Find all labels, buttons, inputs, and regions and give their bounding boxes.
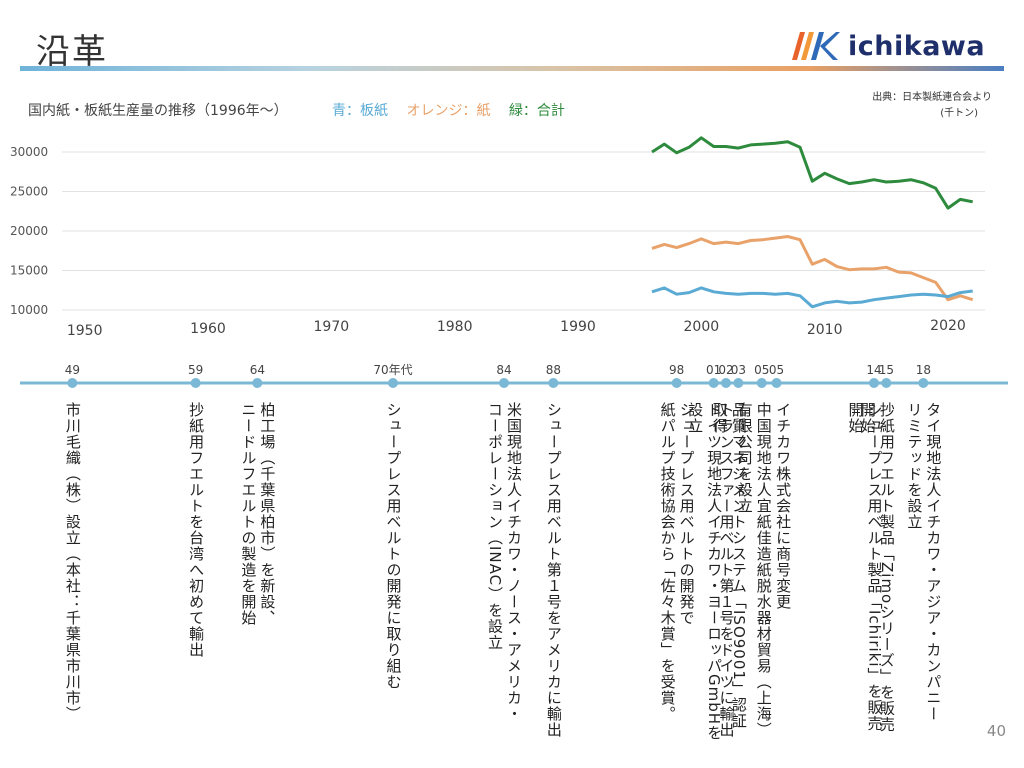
series-line [651, 286, 973, 309]
timeline-event-text: シュープレス用ベルトの開発で 紙パルプ技術協会から「佐々木賞」を受賞。 [658, 402, 696, 722]
y-tick-label: 25000 [10, 185, 48, 199]
timeline-year-label: 98 [669, 363, 684, 377]
timeline-year-label: 59 [188, 363, 203, 377]
timeline-dot [918, 378, 929, 388]
timeline-event-text: シュープレス用ベルト製品「Ichiriki」を販売開始 [846, 402, 884, 732]
timeline-year-label: 88 [546, 363, 561, 377]
timeline-event-text: タイ現地法人イチカワ・アジア・カンパニー リミテッドを設立 [905, 402, 943, 722]
chart-title: 国内紙・板紙生産量の推移（1996年～） [28, 103, 288, 119]
timeline-dot [708, 378, 719, 388]
timeline-year-label: 14 [866, 363, 881, 377]
timeline-event-text: シュープレス用ベルトの開発に取り組む [384, 402, 403, 690]
timeline-year-label: 05 [769, 363, 784, 377]
timeline-dot [733, 378, 744, 388]
timeline-year-label: 70年代 [373, 363, 412, 377]
timeline-year-label: 02 [718, 363, 733, 377]
slide-title: 沿革 [36, 32, 108, 72]
timeline-year-label: 18 [916, 363, 931, 377]
timeline-year-label: 15 [879, 363, 894, 377]
timeline-year-label: 01 [706, 363, 721, 377]
logo-text: ichikawa [848, 30, 986, 62]
y-tick-label: 15000 [10, 264, 48, 278]
timeline-year-label: 03 [731, 363, 746, 377]
timeline-dot [881, 378, 892, 388]
page-number: 40 [986, 722, 1006, 740]
timeline-event-text: 中国現地法人宜紙佳造紙脱水器材貿易（上海） 有限公司を設立 [735, 402, 773, 738]
y-tick-label: 20000 [10, 224, 48, 238]
y-tick-label: 30000 [10, 145, 48, 159]
timeline-event-text: 抄紙用フエルトを台湾へ初めて輸出 [187, 402, 206, 658]
timeline-year-label: 49 [65, 363, 80, 377]
ichikawa-logo-icon [792, 32, 840, 60]
timeline-dot [869, 378, 879, 388]
legend-total: 緑：合計 [508, 103, 565, 119]
series-line [651, 136, 973, 210]
timeline-dot [548, 378, 559, 388]
header-gradient-bar [20, 66, 1004, 71]
source-line: 出典：日本製紙連合会より [872, 92, 992, 103]
timeline-event-text: 柏工場（千葉県柏市）を新設、 ニードルフエルトの製造を開始 [239, 402, 277, 626]
timeline-dot [499, 378, 509, 388]
x-tick-label: 2020 [930, 318, 966, 334]
x-tick-label: 1990 [560, 319, 596, 335]
timeline-event-text: トランスファー用ベルト第１号をドイツに輸出 [717, 402, 736, 738]
timeline-year-label: 84 [496, 363, 511, 377]
timeline-event-text: イチカワ株式会社に商号変更 [774, 402, 793, 610]
legend-paper: オレンジ：紙 [406, 103, 491, 119]
x-tick-label: 2010 [807, 322, 843, 338]
x-tick-label: 1950 [67, 323, 103, 339]
chart-legend: 青：板紙 オレンジ：紙 緑：合計 [332, 100, 579, 120]
timeline-dot [67, 378, 78, 388]
timeline-event-text: 市川毛織（株）設立（本社：千葉県市川市） [63, 402, 82, 722]
series-line [651, 235, 974, 302]
timeline-event-text: シュープレス用ベルト第１号をアメリカに輸出 [544, 402, 563, 738]
x-tick-label: 2000 [684, 319, 720, 335]
x-tick-label: 1980 [437, 319, 473, 335]
y-tick-label: 10000 [10, 303, 48, 317]
timeline-dot [771, 378, 782, 388]
timeline-year-label: 05 [754, 363, 769, 377]
timeline-dot [252, 378, 263, 388]
company-logo: ichikawa [790, 28, 985, 64]
timeline-dot [190, 378, 201, 388]
x-tick-label: 1970 [314, 319, 350, 335]
x-tick-label: 1960 [190, 321, 226, 337]
timeline-dot [756, 378, 767, 388]
timeline-dot [388, 378, 398, 388]
timeline-year-label: 64 [250, 363, 265, 377]
timeline-event-text: 品質マネジメントシステム「ISO9001」認証取得 [710, 402, 748, 729]
legend-board: 青：板紙 [332, 103, 388, 119]
timeline-event-text: 抄紙用フエルト製品「Zimoシリーズ」を販売開始 [858, 402, 896, 733]
timeline-event-text: ドイツ現地法人イチカワ・ヨーロッパGmbHを設立 [686, 402, 724, 742]
timeline-dot [671, 378, 682, 388]
timeline-event-text: 米国現地法人イチカワ・ノース・アメリカ・ コーポレーション（INAC）を設立 [486, 402, 523, 722]
timeline-dot [721, 378, 731, 388]
unit-label: (千トン) [940, 108, 978, 119]
chart-source: 出典：日本製紙連合会より (千トン) [872, 90, 992, 122]
